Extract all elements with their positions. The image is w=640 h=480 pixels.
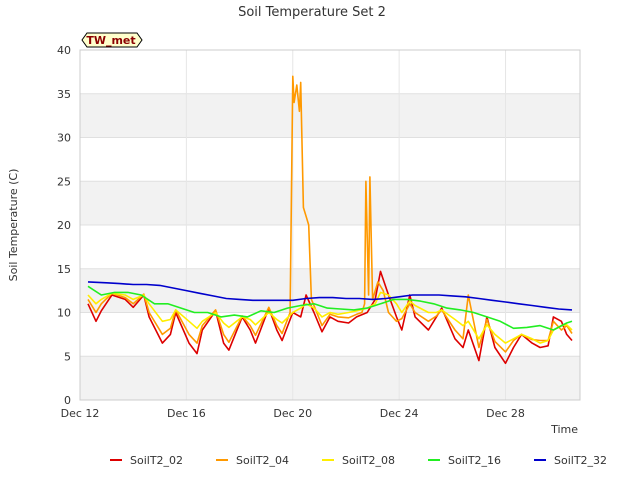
legend-item: SoilT2_08 — [322, 454, 395, 467]
x-tick-labels: Dec 12 Dec 16 Dec 20 Dec 24 Dec 28 — [61, 407, 525, 420]
plot-band — [80, 268, 580, 313]
plot-band — [80, 225, 580, 269]
series-line-soilt2_02 — [87, 270, 573, 365]
y-tick-label: 40 — [57, 44, 71, 57]
y-tick-labels: 0 5 10 15 20 25 30 35 40 — [57, 44, 71, 407]
legend-item: SoilT2_32 — [534, 454, 607, 467]
site-badge: TW_met — [81, 32, 143, 48]
plot-border — [79, 49, 581, 401]
y-tick-label: 10 — [57, 307, 71, 320]
y-tick-label: 0 — [64, 394, 71, 407]
x-axis-label: Time — [550, 423, 578, 436]
series-line-soilt2_04 — [87, 75, 573, 353]
series-lines — [87, 75, 573, 365]
legend-label: SoilT2_04 — [236, 454, 289, 467]
y-tick-label: 30 — [57, 132, 71, 145]
chart-title: Soil Temperature Set 2 — [238, 5, 386, 20]
legend-item: SoilT2_02 — [110, 454, 183, 467]
legend-item: SoilT2_04 — [216, 454, 289, 467]
plot-band — [80, 137, 580, 182]
y-tick-label: 35 — [57, 88, 71, 101]
y-tick-label: 15 — [57, 263, 71, 276]
series-line-soilt2_16 — [87, 285, 573, 331]
x-tick-label: Dec 16 — [167, 407, 206, 420]
site-badge-label: TW_met — [86, 34, 135, 47]
y-tick-label: 20 — [57, 219, 71, 232]
plot-band — [80, 181, 580, 225]
plot-band — [80, 356, 580, 400]
x-tick-label: Dec 20 — [273, 407, 312, 420]
x-tick-label: Dec 24 — [380, 407, 419, 420]
legend-label: SoilT2_08 — [342, 454, 395, 467]
legend-item: SoilT2_16 — [428, 454, 501, 467]
x-tick-label: Dec 28 — [486, 407, 525, 420]
legend-label: SoilT2_32 — [554, 454, 607, 467]
site-badge-shape — [81, 32, 143, 48]
plot-band — [80, 312, 580, 357]
y-tick-label: 25 — [57, 175, 71, 188]
legend: SoilT2_02 SoilT2_04 SoilT2_08 SoilT2_16 Soil… — [110, 454, 607, 467]
y-axis-label: Soil Temperature (C) — [7, 169, 20, 282]
x-tick-label: Dec 12 — [61, 407, 100, 420]
plot-bands — [80, 50, 580, 400]
legend-label: SoilT2_16 — [448, 454, 501, 467]
series-line-soilt2_32 — [87, 281, 573, 311]
plot-band — [80, 93, 580, 138]
plot-band — [80, 50, 580, 94]
y-tick-label: 5 — [64, 350, 71, 363]
legend-label: SoilT2_02 — [130, 454, 183, 467]
series-line-soilt2_08 — [87, 291, 573, 344]
